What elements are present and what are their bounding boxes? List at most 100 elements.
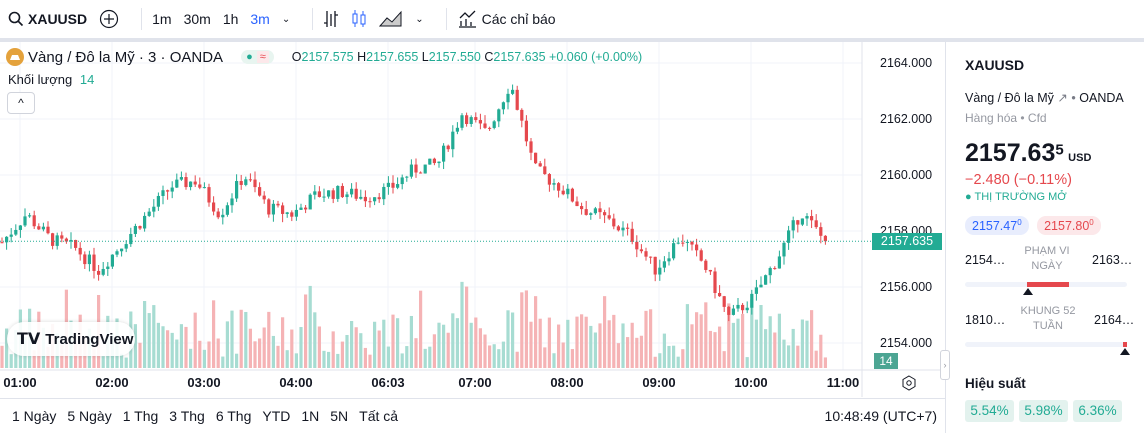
candle-body: [823, 235, 827, 242]
candle-body: [414, 164, 418, 173]
volume-bar: [354, 327, 358, 368]
high-label: H: [357, 50, 367, 64]
range-1m[interactable]: 1 Thg: [122, 408, 159, 424]
panel-name[interactable]: Vàng / Đô la Mỹ: [965, 91, 1054, 105]
day-range-label: NGÀY: [1031, 260, 1063, 273]
candle-body: [616, 226, 620, 231]
range-5y[interactable]: 5N: [330, 408, 349, 424]
volume-bar: [322, 350, 326, 368]
candle-body: [419, 172, 423, 174]
volume-bar: [184, 326, 188, 368]
performance-cell[interactable]: 5.98%: [1019, 400, 1068, 423]
candle-body: [110, 254, 114, 267]
ask-price[interactable]: 2157.800: [1037, 216, 1101, 236]
candle-body: [340, 185, 344, 198]
range-bar: 1 Ngày 5 Ngày 1 Thg 3 Thg 6 Thg YTD 1N 5…: [0, 398, 945, 433]
volume-bar: [124, 357, 128, 368]
volume-bar: [501, 341, 505, 368]
candle-body: [179, 177, 183, 180]
volume-bar: [193, 312, 197, 368]
interval-30m[interactable]: 30m: [183, 11, 211, 27]
area-chart-icon[interactable]: [379, 9, 403, 29]
indicators-button[interactable]: Các chỉ báo: [457, 9, 556, 29]
range-1d[interactable]: 1 Ngày: [12, 408, 57, 424]
volume-bar: [313, 312, 317, 368]
volume-bar: [170, 332, 174, 368]
range-ytd[interactable]: YTD: [262, 408, 291, 424]
performance-cell[interactable]: 6.36%: [1073, 400, 1122, 423]
volume-bar: [317, 326, 321, 368]
panel-category: Hàng hóa: [965, 111, 1018, 125]
volume-bar: [207, 341, 211, 368]
candle-body: [396, 184, 400, 188]
volume-bar: [796, 345, 800, 368]
divider: [445, 8, 447, 30]
symbol-search[interactable]: XAUUSD: [8, 11, 87, 27]
compare-button[interactable]: [99, 9, 119, 29]
price-tick: 2154.000: [880, 336, 933, 350]
last-price-label: 2157.635: [872, 233, 942, 250]
panel-price: 2157.635 USD: [965, 139, 1144, 168]
settings-icon[interactable]: [901, 375, 917, 391]
bar-chart-icon[interactable]: [323, 9, 339, 29]
range-5d[interactable]: 5 Ngày: [67, 408, 112, 424]
candle-body: [299, 207, 303, 210]
panel-toggle-button[interactable]: ›: [940, 350, 950, 380]
candle-body: [741, 304, 745, 311]
volume-bar: [216, 338, 220, 368]
candles-icon[interactable]: [351, 9, 367, 29]
volume-bar: [377, 330, 381, 368]
volume-bar: [308, 285, 312, 368]
clock[interactable]: 10:48:49 (UTC+7): [824, 408, 937, 424]
volume-bar: [800, 319, 804, 368]
chevron-down-icon[interactable]: ⌄: [415, 13, 424, 25]
delay-icon: ≈: [256, 51, 269, 63]
volume-bar: [626, 337, 630, 368]
candle-body: [290, 212, 294, 217]
interval-3m[interactable]: 3m: [250, 11, 270, 27]
range-1y[interactable]: 1N: [301, 408, 320, 424]
performance-cell[interactable]: 5.54%: [965, 400, 1014, 423]
volume-bar: [791, 328, 795, 368]
collapse-legend-button[interactable]: ^: [7, 92, 35, 114]
volume-bar: [225, 321, 229, 368]
range-3m[interactable]: 3 Thg: [169, 408, 205, 424]
chevron-down-icon[interactable]: ⌄: [281, 13, 291, 25]
interval-1h[interactable]: 1h: [222, 11, 239, 27]
volume-bar: [262, 327, 266, 368]
volume-bar: [653, 356, 657, 368]
symbol-title: Vàng / Đô la Mỹ · 3 · OANDA: [28, 48, 224, 66]
interval-1m[interactable]: 1m: [152, 11, 172, 27]
search-icon: [8, 11, 24, 27]
candle-body: [115, 251, 119, 255]
volume-bar: [580, 314, 584, 368]
volume-bar: [598, 323, 602, 368]
candle-body: [124, 244, 128, 249]
candle-body: [754, 287, 758, 294]
external-link-icon[interactable]: ↗: [1057, 91, 1068, 105]
volume-bar: [764, 329, 768, 368]
range-all[interactable]: Tất cả: [359, 408, 399, 424]
tradingview-logo[interactable]: 𝗧𝗩 TradingView: [7, 322, 135, 356]
volume-bar: [179, 324, 183, 368]
candle-body: [262, 195, 266, 200]
range-6m[interactable]: 6 Thg: [215, 408, 252, 424]
volume-bar: [152, 305, 156, 368]
candle-body: [0, 242, 4, 244]
candle-body: [607, 215, 611, 219]
price-chart[interactable]: [0, 42, 945, 397]
volume-bar: [350, 321, 354, 368]
volume-bar: [258, 338, 262, 368]
volume-bar: [649, 309, 653, 368]
candle-body: [497, 109, 501, 122]
candle-body: [534, 152, 538, 164]
volume-bar: [695, 312, 699, 368]
candle-body: [331, 190, 335, 199]
volume-bar: [405, 346, 409, 368]
market-status-badge[interactable]: ● ≈: [241, 50, 274, 64]
volume-bar: [60, 344, 64, 368]
candle-body: [428, 158, 432, 165]
volume-bar: [120, 353, 124, 368]
candle-body: [37, 226, 41, 230]
bid-price[interactable]: 2157.470: [965, 216, 1029, 236]
